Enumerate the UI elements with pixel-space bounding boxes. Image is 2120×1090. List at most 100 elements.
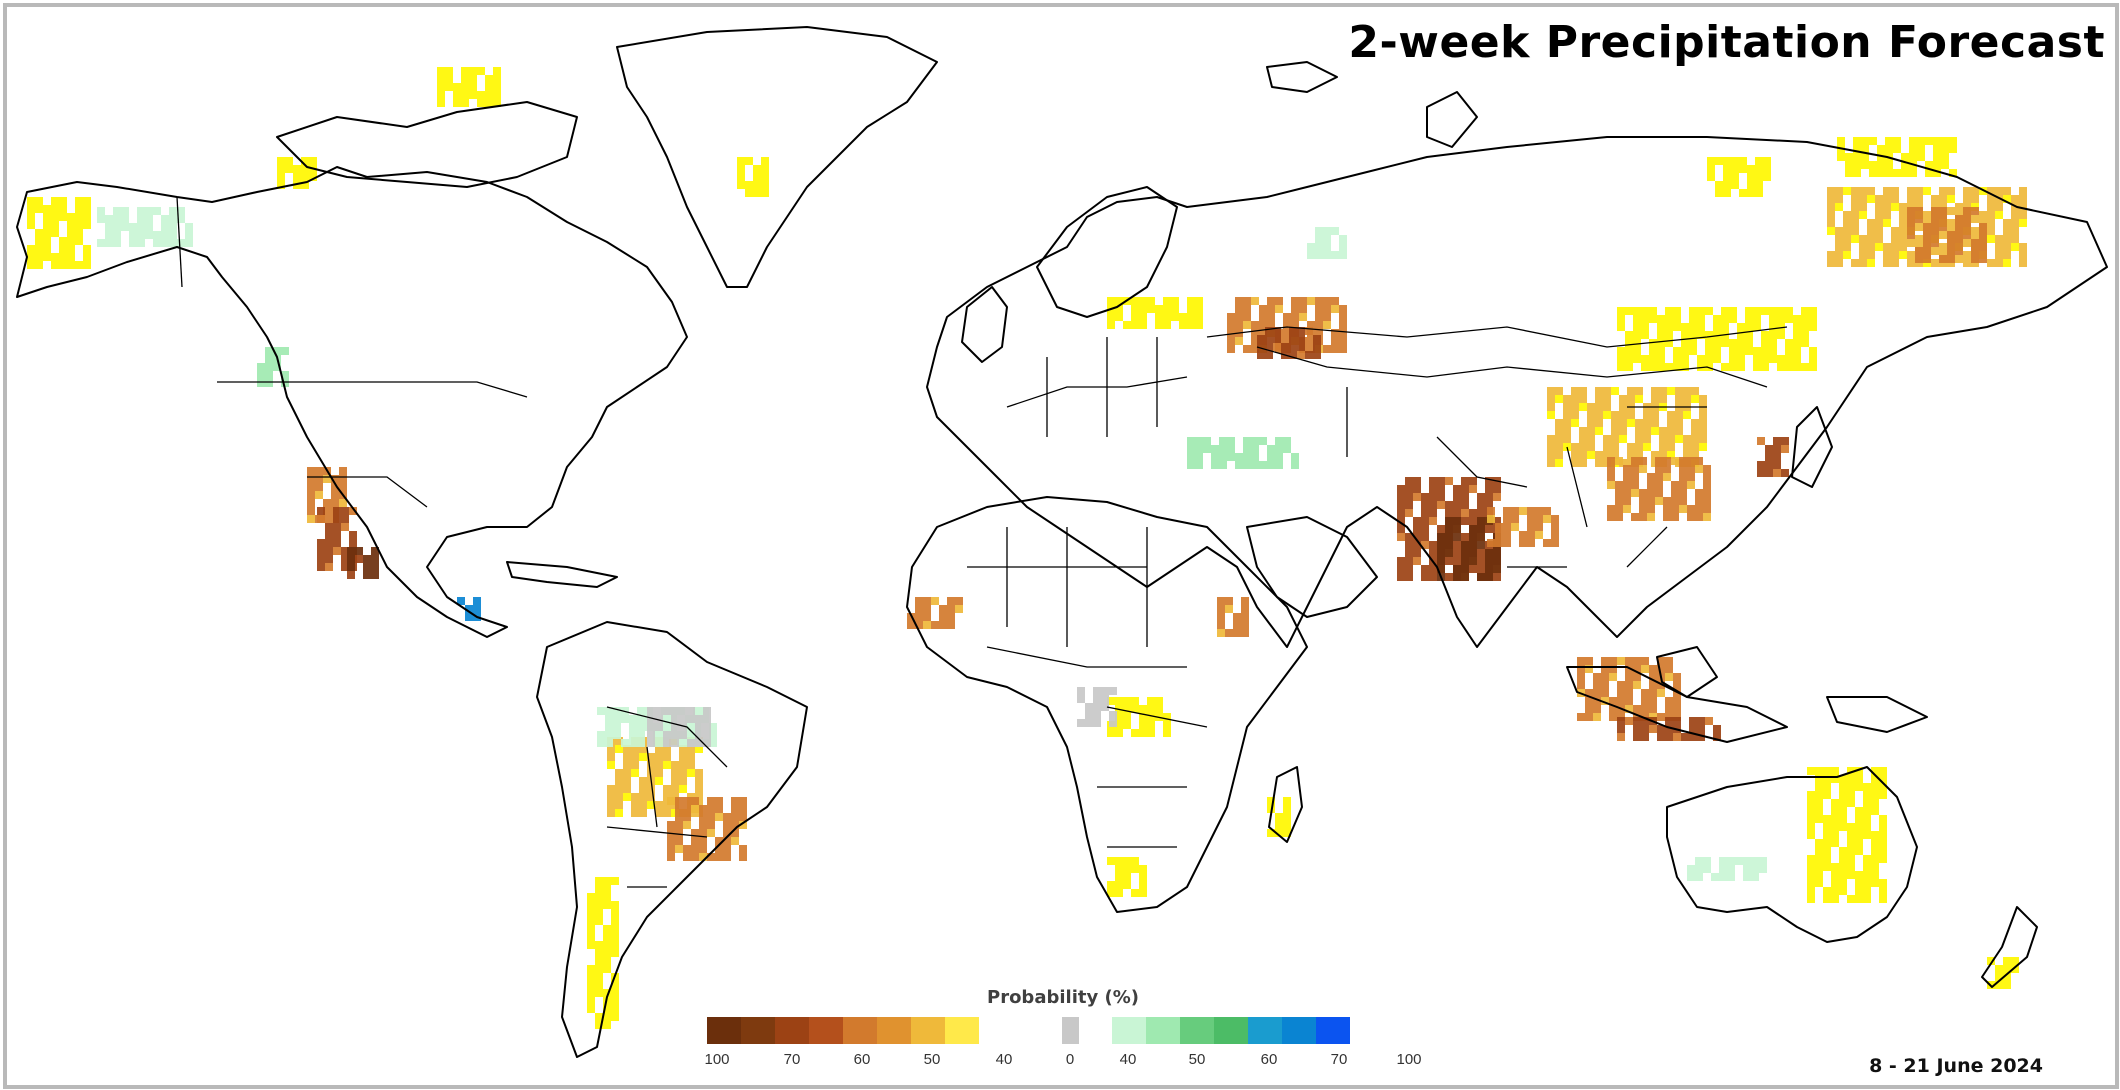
forecast-cell	[1863, 807, 1871, 815]
forecast-cell	[51, 261, 59, 269]
forecast-cell	[1267, 305, 1275, 313]
forecast-cell	[1131, 697, 1139, 705]
forecast-cell	[1109, 711, 1117, 719]
forecast-cell	[169, 215, 177, 223]
forecast-cell	[1697, 323, 1705, 331]
forecast-cell	[1571, 411, 1579, 419]
forecast-cell	[1839, 807, 1847, 815]
forecast-cell	[1115, 721, 1123, 729]
forecast-cell	[1617, 363, 1625, 371]
wet-tick-40: 40	[1119, 1051, 1137, 1068]
forecast-cell	[1147, 697, 1155, 705]
forecast-cell	[277, 165, 285, 173]
forecast-cell	[1485, 485, 1493, 493]
forecast-cell	[1115, 881, 1123, 889]
forecast-cell	[1909, 153, 1917, 161]
forecast-cell	[1827, 259, 1835, 267]
forecast-cell	[1493, 557, 1501, 565]
forecast-cell	[301, 165, 309, 173]
forecast-cell	[1421, 501, 1429, 509]
forecast-cell	[723, 853, 731, 861]
forecast-cell	[1877, 153, 1885, 161]
forecast-cell	[1315, 235, 1323, 243]
forecast-cell	[1979, 239, 1987, 247]
forecast-cell	[1681, 355, 1689, 363]
forecast-cell	[1323, 321, 1331, 329]
forecast-cell	[1839, 879, 1847, 887]
forecast-cell	[1217, 621, 1225, 629]
forecast-cell	[363, 555, 371, 563]
forecast-cell	[347, 555, 355, 563]
forecast-cell	[1855, 847, 1863, 855]
forecast-cell	[1259, 313, 1267, 321]
forecast-cell	[1107, 313, 1115, 321]
forecast-cell	[1251, 329, 1259, 337]
forecast-cell	[1323, 345, 1331, 353]
forecast-cell	[1307, 345, 1315, 353]
forecast-cell	[1667, 387, 1675, 395]
forecast-cell	[1593, 689, 1601, 697]
forecast-cell	[1593, 713, 1601, 721]
forecast-cell	[631, 761, 639, 769]
forecast-cell	[1745, 339, 1753, 347]
forecast-cell	[1657, 315, 1665, 323]
forecast-cell	[113, 207, 121, 215]
forecast-cell	[1267, 461, 1275, 469]
forecast-cell	[663, 785, 671, 793]
forecast-cell	[731, 821, 739, 829]
forecast-cell	[1485, 525, 1493, 533]
forecast-cell	[1551, 523, 1559, 531]
forecast-cell	[1835, 203, 1843, 211]
forecast-cell	[1139, 881, 1147, 889]
forecast-cell	[1871, 871, 1879, 879]
forecast-cell	[355, 547, 363, 555]
forecast-cell	[1743, 873, 1751, 881]
forecast-cell	[1641, 733, 1649, 741]
forecast-cell	[325, 547, 333, 555]
forecast-cell	[1315, 243, 1323, 251]
forecast-cell	[1405, 533, 1413, 541]
forecast-cell	[1251, 445, 1259, 453]
forecast-cell	[323, 515, 331, 523]
forecast-cell	[1649, 705, 1657, 713]
forecast-cell	[611, 981, 619, 989]
forecast-cell	[1413, 541, 1421, 549]
forecast-cell	[1855, 871, 1863, 879]
forecast-cell	[667, 797, 675, 805]
forecast-cell	[1547, 459, 1555, 467]
forecast-cell	[1941, 137, 1949, 145]
forecast-cell	[1931, 223, 1939, 231]
forecast-cell	[1891, 259, 1899, 267]
forecast-cell	[67, 237, 75, 245]
forecast-cell	[1703, 473, 1711, 481]
forecast-cell	[1219, 445, 1227, 453]
forecast-cell	[1699, 411, 1707, 419]
forecast-cell	[1535, 523, 1543, 531]
forecast-cell	[1859, 211, 1867, 219]
forecast-cell	[1831, 799, 1839, 807]
forecast-cell	[1163, 305, 1171, 313]
forecast-cell	[745, 181, 753, 189]
forecast-cell	[1683, 435, 1691, 443]
forecast-cell	[1837, 153, 1845, 161]
forecast-cell	[655, 715, 663, 723]
forecast-cell	[637, 723, 645, 731]
forecast-cell	[1147, 713, 1155, 721]
forecast-cell	[1915, 223, 1923, 231]
forecast-cell	[1971, 207, 1979, 215]
forecast-cell	[1979, 247, 1987, 255]
forecast-cell	[675, 813, 683, 821]
forecast-cell	[587, 989, 595, 997]
forecast-cell	[1235, 453, 1243, 461]
forecast-cell	[1641, 705, 1649, 713]
forecast-cell	[1115, 865, 1123, 873]
forecast-cell	[1519, 539, 1527, 547]
forecast-cell	[1437, 501, 1445, 509]
forecast-cell	[1611, 435, 1619, 443]
forecast-cell	[1437, 485, 1445, 493]
forecast-cell	[1665, 331, 1673, 339]
forecast-cell	[307, 515, 315, 523]
forecast-cell	[1331, 305, 1339, 313]
forecast-cell	[1615, 481, 1623, 489]
forecast-cell	[1899, 203, 1907, 211]
